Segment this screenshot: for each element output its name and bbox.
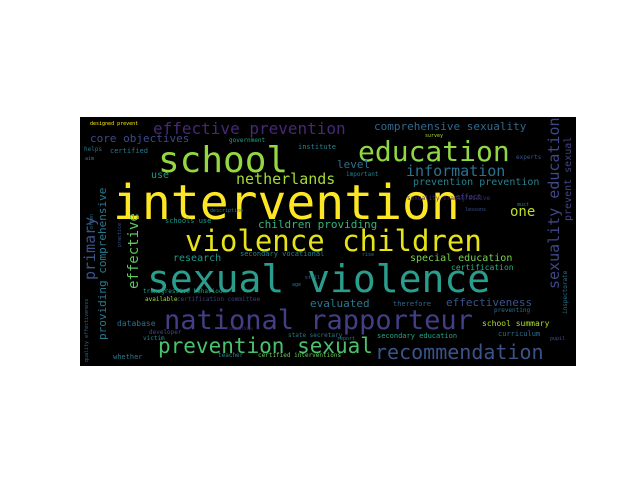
word-sexual-violence: sexual violence <box>147 257 491 301</box>
word-use: use <box>151 170 170 181</box>
word-teacher: teacher <box>218 352 244 359</box>
word-institute: institute <box>298 143 336 151</box>
word-curriculum: curriculum <box>498 330 541 338</box>
word-school: school <box>158 140 289 181</box>
word-information: information <box>406 162 506 180</box>
word-special-education: special education <box>410 253 513 264</box>
word-must: must <box>517 202 530 208</box>
word-victim: victim <box>143 335 165 342</box>
word-certification: certification <box>451 263 514 272</box>
word-report: report <box>337 336 356 342</box>
word-intervention: intervention <box>113 175 460 231</box>
word-sexuality-transgressive: sexuality transgressive <box>407 195 491 202</box>
word-children-providing: children providing <box>258 218 378 231</box>
word-survey: survey <box>425 133 444 139</box>
word-effective: effective <box>126 213 142 289</box>
word-government: government <box>229 137 266 144</box>
word-prevention-prevention: prevention prevention <box>413 177 540 188</box>
word-effective-prevention: effective prevention <box>153 119 346 138</box>
word-aim: aim <box>85 156 95 162</box>
word-effectiveness: effectiveness <box>446 296 533 309</box>
word-schools-use: schools use <box>165 217 212 225</box>
word-still: still <box>305 275 321 281</box>
word-sexuality-education: sexuality education <box>545 117 563 289</box>
word-school-summary: school summary <box>482 319 550 328</box>
word-prevent-sexual: prevent sexual <box>563 136 574 221</box>
word-core-objectives: core objectives <box>90 132 190 145</box>
word-transgressive-behaviour: transgressive behaviour <box>143 288 227 295</box>
word-rise: rise <box>362 252 375 258</box>
word-therefore: therefore <box>393 300 431 308</box>
word-certification-committee: certification committee <box>177 296 261 303</box>
word-description: description <box>210 208 244 214</box>
word-cloud: intervention sexual violence violence ch… <box>80 117 576 366</box>
word-pupil: pupil <box>550 336 566 342</box>
word-secondary-vocational: secondary vocational <box>240 250 325 258</box>
word-developer: developer <box>149 329 182 336</box>
word-relationships: relationships <box>222 326 254 331</box>
word-quality-effectiveness: quality effectiveness <box>84 298 90 362</box>
word-designed-prevent: designed prevent <box>90 121 139 127</box>
word-one: one <box>510 204 536 220</box>
word-recommendation: recommendation <box>375 340 544 364</box>
word-evaluated: evaluated <box>310 297 370 310</box>
word-prevention-sexual: prevention sexual <box>158 334 373 358</box>
word-certified: certified <box>110 147 148 155</box>
word-providing-comprehensive: providing comprehensive <box>96 187 109 340</box>
word-whether: whether <box>113 353 143 361</box>
word-research: research <box>173 253 222 264</box>
word-comprehensive-sexuality: comprehensive sexuality <box>374 120 527 133</box>
word-age: age <box>292 282 302 288</box>
word-national-rapporteur: national rapporteur <box>164 305 473 336</box>
word-lessons: lessons <box>465 207 487 213</box>
word-state-secretary: state secretary <box>288 332 343 339</box>
word-inspectorate: inspectorate <box>562 270 569 314</box>
word-important: important <box>346 171 379 178</box>
word-level: level <box>337 158 371 171</box>
word-helps: helps <box>84 146 103 153</box>
word-preventing: preventing <box>494 307 531 314</box>
word-experts: experts <box>516 154 542 161</box>
word-netherlands: netherlands <box>236 170 336 188</box>
word-secondary-education: secondary education <box>377 332 458 340</box>
word-available: available <box>145 296 178 303</box>
word-practice: practice <box>117 222 123 247</box>
word-often: often <box>89 213 95 229</box>
word-certified-interventions: certified interventions <box>258 352 342 359</box>
word-education: education <box>358 135 510 168</box>
word-effect: effect <box>456 193 482 201</box>
word-database: database <box>117 319 156 328</box>
word-violence-children: violence children <box>185 224 482 258</box>
